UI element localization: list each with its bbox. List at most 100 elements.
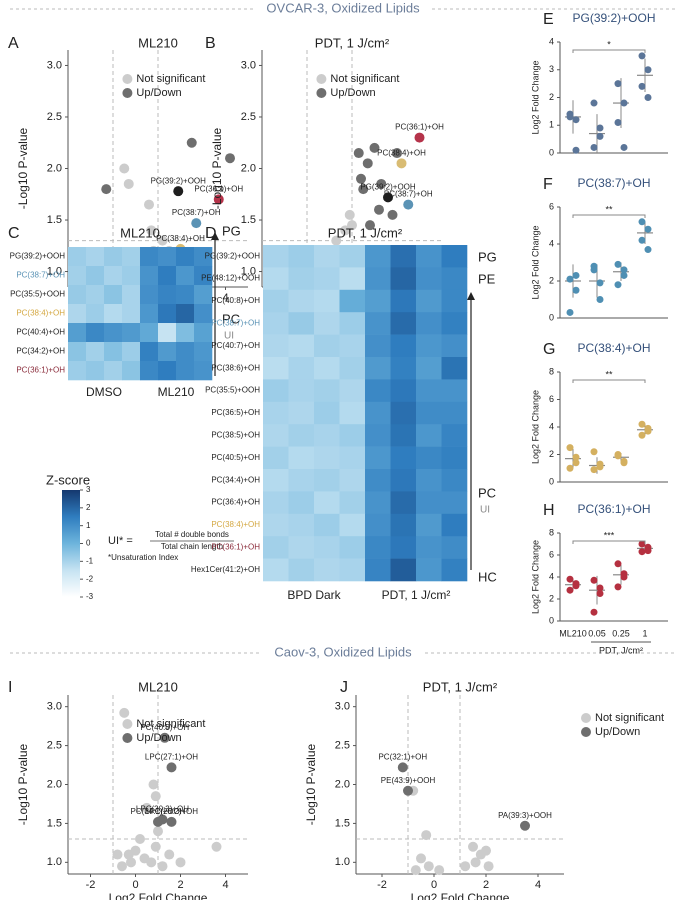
point bbox=[126, 857, 136, 868]
legend-swatch bbox=[122, 733, 133, 743]
labeled-point bbox=[520, 820, 530, 831]
point bbox=[644, 424, 652, 432]
heat-cell bbox=[194, 304, 213, 324]
heat-cell bbox=[263, 334, 289, 358]
y-tick-label: 0 bbox=[549, 615, 554, 625]
y-tick-label: 2 bbox=[549, 593, 554, 603]
legend-label: Up/Down bbox=[330, 87, 375, 99]
y-axis-label: Log2 Fold Change bbox=[530, 540, 540, 614]
point bbox=[410, 865, 421, 876]
x-tick-label: 4 bbox=[222, 292, 228, 304]
heat-cell bbox=[104, 266, 123, 286]
chart-title: PDT, 1 J/cm² bbox=[423, 679, 498, 694]
labeled-point bbox=[166, 762, 177, 773]
heat-cell bbox=[176, 342, 195, 362]
heat-cell bbox=[339, 267, 366, 291]
heat-cell bbox=[390, 536, 417, 559]
heat-cell bbox=[314, 334, 340, 358]
heat-cell bbox=[365, 491, 391, 515]
heat-cell bbox=[416, 289, 442, 313]
colorbar-tick-label: 2 bbox=[86, 503, 91, 512]
heat-cell bbox=[339, 513, 366, 537]
heat-cell bbox=[86, 285, 105, 305]
heat-cell bbox=[416, 312, 442, 335]
row-label: PC(40:7)+OH bbox=[211, 341, 260, 350]
panel-letter: G bbox=[543, 341, 555, 358]
heat-cell bbox=[263, 558, 289, 582]
point bbox=[344, 209, 355, 220]
row-label: PC(38:5)+OH bbox=[211, 431, 260, 440]
point bbox=[211, 841, 222, 852]
heat-cell bbox=[194, 266, 213, 286]
y-tick-label: 1.0 bbox=[47, 856, 62, 868]
heat-cell bbox=[416, 491, 442, 515]
column-group-label: DMSO bbox=[86, 385, 122, 399]
point bbox=[590, 99, 598, 107]
point bbox=[596, 584, 604, 592]
legend-swatch bbox=[581, 713, 591, 723]
point-label: PA(39:3)+OOH bbox=[498, 811, 552, 820]
y-tick-label: 4 bbox=[549, 238, 554, 248]
arrow-head bbox=[211, 232, 219, 240]
point bbox=[123, 178, 134, 189]
heat-cell bbox=[263, 379, 289, 403]
point bbox=[119, 163, 130, 174]
point-label: PC(38:4)+OH bbox=[156, 234, 205, 243]
y-tick-label: 2.5 bbox=[335, 739, 350, 751]
heat-cell bbox=[176, 266, 195, 286]
heat-cell bbox=[416, 446, 442, 470]
y-tick-label: 8 bbox=[549, 527, 554, 537]
point bbox=[566, 464, 574, 472]
heat-cell bbox=[416, 245, 442, 268]
heat-cell bbox=[263, 289, 289, 313]
point bbox=[614, 80, 622, 88]
heat-cell bbox=[416, 334, 442, 358]
colorbar-tick-label: -3 bbox=[86, 592, 94, 601]
legend-swatch bbox=[316, 74, 327, 84]
heat-cell bbox=[194, 342, 213, 362]
y-tick-label: 2.5 bbox=[241, 111, 256, 123]
point bbox=[572, 453, 580, 461]
section-title: OVCAR-3, Oxidized Lipids bbox=[266, 0, 420, 15]
point bbox=[614, 451, 622, 458]
row-label: PC(38:7)+OH bbox=[16, 271, 65, 280]
y-tick-label: 6 bbox=[549, 549, 554, 559]
point bbox=[572, 271, 580, 279]
legend-swatch bbox=[316, 88, 327, 98]
labeled-point bbox=[173, 186, 184, 197]
point bbox=[638, 218, 646, 226]
heat-cell bbox=[339, 491, 366, 515]
heat-cell bbox=[288, 401, 315, 425]
heat-cell bbox=[288, 446, 315, 470]
point bbox=[566, 586, 574, 594]
heat-cell bbox=[314, 267, 340, 291]
heat-cell bbox=[314, 491, 340, 515]
heat-cell bbox=[263, 491, 289, 515]
panel-letter: E bbox=[543, 11, 554, 28]
chart-title: PG(39:2)+OOH bbox=[572, 11, 655, 25]
point-label: PG(39:2)+OOH bbox=[360, 182, 416, 191]
heat-cell bbox=[176, 323, 195, 343]
formula-lhs: UI* = bbox=[108, 535, 133, 547]
colorbar-tick-label: -1 bbox=[86, 556, 94, 565]
point bbox=[566, 444, 574, 452]
point-label: PC(36:1)+OH bbox=[194, 185, 243, 194]
heat-cell bbox=[140, 323, 159, 343]
point bbox=[596, 124, 604, 132]
legend-label: Up/Down bbox=[595, 726, 640, 738]
heat-cell bbox=[441, 334, 468, 358]
x-tick-label: 4 bbox=[535, 879, 541, 891]
point bbox=[566, 275, 574, 283]
point bbox=[331, 235, 342, 246]
heat-cell bbox=[441, 379, 468, 403]
point bbox=[483, 861, 494, 872]
point-label: PC(40:5)+OH bbox=[140, 723, 189, 732]
chart-title: PC(38:7)+OH bbox=[577, 176, 650, 190]
row-label: PC(40:4)+OH bbox=[16, 328, 65, 337]
heat-cell bbox=[390, 491, 417, 515]
point bbox=[614, 583, 622, 591]
panel-letter: J bbox=[340, 679, 348, 696]
point-label: PC(38:7)+OH bbox=[384, 190, 433, 199]
point bbox=[150, 841, 161, 852]
y-axis-label: Log2 Fold Change bbox=[530, 390, 540, 464]
